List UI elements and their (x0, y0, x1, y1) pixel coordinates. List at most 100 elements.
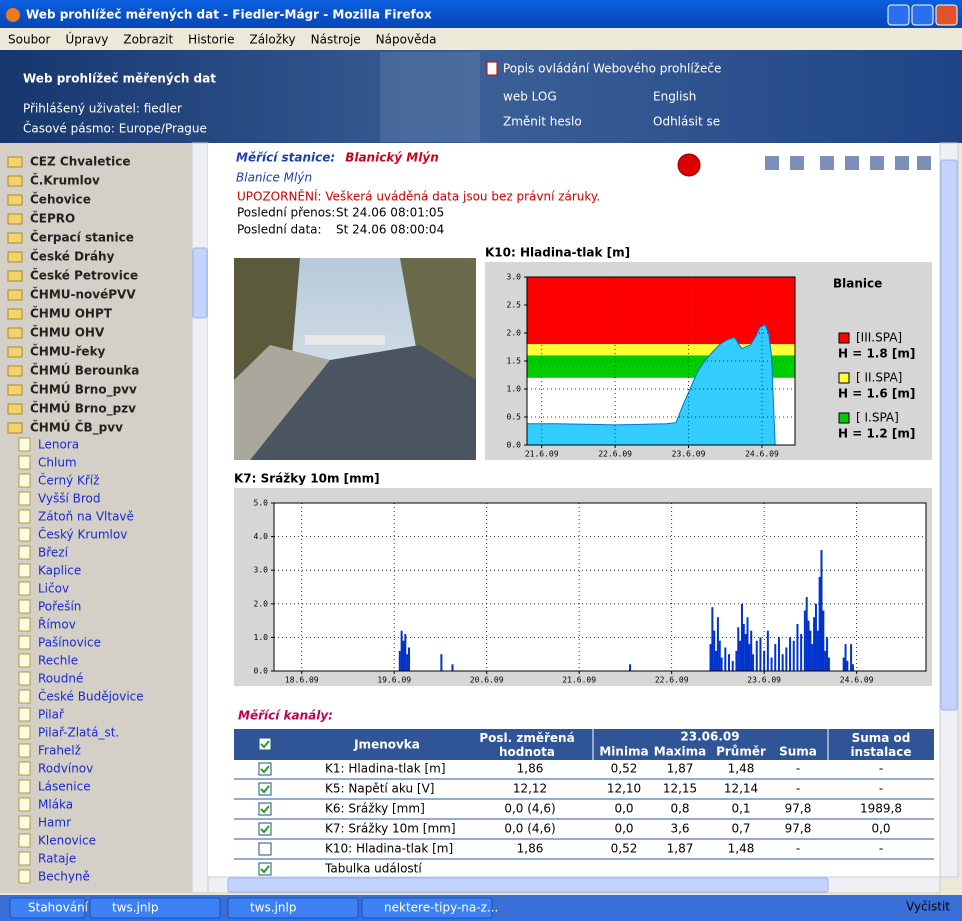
column-subheader: Minima (599, 745, 648, 759)
station-link[interactable]: Rataje (38, 852, 76, 866)
menu-item[interactable]: Zobrazit (123, 33, 173, 47)
y-tick-label: 0.0 (254, 667, 269, 676)
header-link[interactable]: web LOG (503, 90, 557, 104)
menu-item[interactable]: Nástroje (311, 33, 361, 47)
checkbox[interactable] (258, 862, 272, 876)
x-tick-label: 24.6.09 (840, 676, 874, 685)
station-icon (18, 833, 31, 848)
station-link[interactable]: Lásenice (38, 780, 91, 794)
folder-label[interactable]: Čehovice (30, 192, 91, 207)
sidebar-scroll-thumb[interactable] (192, 247, 208, 319)
folder-label[interactable]: ČHMÚ Brno_pvv (30, 382, 137, 398)
station-link[interactable]: Kaplice (38, 564, 81, 578)
tool-icon[interactable] (820, 156, 834, 170)
checkbox[interactable] (258, 802, 272, 816)
folder-label[interactable]: České Petrovice (30, 268, 138, 283)
legend-swatch (838, 372, 850, 384)
bar (824, 650, 827, 671)
folder-label[interactable]: ČHMÚ ČB_pvv (30, 420, 123, 436)
folder-label[interactable]: ČHMU OHPT (30, 306, 113, 321)
station-link[interactable]: Březí (38, 546, 69, 560)
alarm-icon[interactable] (677, 153, 701, 177)
station-link[interactable]: Pilař (38, 708, 65, 722)
bar (752, 654, 755, 671)
taskbar-button[interactable] (89, 897, 221, 919)
tool-icon[interactable] (845, 156, 859, 170)
main-scroll-thumb[interactable] (940, 159, 958, 711)
station-link[interactable]: Roudné (38, 672, 83, 686)
minimize-button[interactable] (887, 4, 910, 26)
tool-icon[interactable] (917, 156, 931, 170)
menu-item[interactable]: Soubor (8, 33, 51, 47)
station-link[interactable]: Vyšší Brod (38, 492, 101, 506)
tool-icon[interactable] (870, 156, 884, 170)
menu-item[interactable]: Záložky (249, 33, 295, 47)
station-icon (18, 815, 31, 830)
taskbar-button[interactable] (9, 897, 86, 919)
station-link[interactable]: České Budějovice (38, 689, 144, 704)
horizontal-scroll-thumb[interactable] (227, 877, 829, 893)
header-link[interactable]: Změnit heslo (503, 115, 582, 129)
taskbar-button[interactable] (227, 897, 359, 919)
checkbox[interactable] (258, 842, 272, 856)
folder-label[interactable]: ČHMU OHV (30, 325, 105, 340)
station-link[interactable]: Český Krumlov (38, 527, 127, 542)
folder-label[interactable]: ČHMÚ Brno_pzv (30, 401, 136, 417)
header-link[interactable]: English (653, 90, 696, 104)
taskbar-button-label[interactable]: Vyčistit (906, 900, 950, 914)
station-link[interactable]: Lenora (38, 438, 79, 452)
tool-icon[interactable] (790, 156, 804, 170)
menu-item[interactable]: Nápověda (376, 33, 437, 47)
folder-label[interactable]: Čerpací stanice (30, 230, 134, 245)
tool-icon[interactable] (895, 156, 909, 170)
taskbar-button[interactable] (361, 897, 493, 919)
header-link[interactable]: Odhlásit se (653, 115, 720, 129)
checkbox[interactable] (258, 762, 272, 776)
warning: UPOZORNĚNÍ: Veškerá uváděná data jsou be… (237, 189, 600, 204)
station-link[interactable]: Ličov (38, 582, 69, 596)
station-link[interactable]: Frahelž (38, 744, 81, 758)
station-link[interactable]: Zátoň na Vltavě (38, 510, 134, 524)
checkbox[interactable] (258, 737, 272, 751)
station-link[interactable]: Černý Kříž (38, 473, 99, 488)
folder-label[interactable]: České Dráhy (30, 249, 115, 264)
sidebar (0, 143, 192, 893)
close-button[interactable] (935, 4, 958, 26)
folder-label[interactable]: CEZ Chvaletice (30, 155, 131, 169)
menu-item[interactable]: Historie (188, 33, 234, 47)
station-link[interactable]: Rodvínov (38, 762, 93, 776)
folder-label[interactable]: ČHMU-řeky (30, 344, 106, 359)
header-link[interactable]: Popis ovládání Webového prohlížeče (503, 62, 721, 76)
toolbar-icons (765, 156, 931, 170)
bar (713, 630, 716, 671)
tool-icon[interactable] (765, 156, 779, 170)
checkbox[interactable] (258, 822, 272, 836)
legend-swatch (838, 412, 850, 424)
station-link[interactable]: Hamr (38, 816, 71, 830)
check-mark (260, 765, 270, 774)
bar (746, 617, 749, 671)
folder-label[interactable]: Č.Krumlov (30, 173, 100, 188)
station-link[interactable]: Mláka (38, 798, 73, 812)
station-link[interactable]: Rechle (38, 654, 78, 668)
folder-label[interactable]: ČHMU-novéPVV (30, 287, 136, 302)
column-header: Jmenovka (353, 738, 420, 752)
station-link[interactable]: Pilař-Zlatá_st. (38, 726, 119, 740)
column-subheader: Maxima (654, 745, 707, 759)
station-link[interactable]: Pašínovice (38, 636, 101, 650)
station-link[interactable]: Chlum (38, 456, 77, 470)
bar (728, 654, 731, 671)
checkbox[interactable] (258, 782, 272, 796)
maximize-button[interactable] (911, 4, 934, 26)
station-link[interactable]: Římov (38, 617, 76, 632)
folder-label[interactable]: ČHMÚ Berounka (30, 363, 139, 378)
table-cell: 0,0 (614, 822, 633, 836)
x-tick-label: 19.6.09 (377, 676, 411, 685)
bar (803, 610, 806, 671)
station-link[interactable]: Pořešín (38, 600, 81, 614)
station-name: Blanický Mlýn (345, 151, 439, 165)
menu-item[interactable]: Úpravy (65, 32, 108, 47)
station-link[interactable]: Klenovice (38, 834, 96, 848)
station-link[interactable]: Bechyně (38, 870, 90, 884)
folder-label[interactable]: ČEPRO (30, 211, 75, 226)
